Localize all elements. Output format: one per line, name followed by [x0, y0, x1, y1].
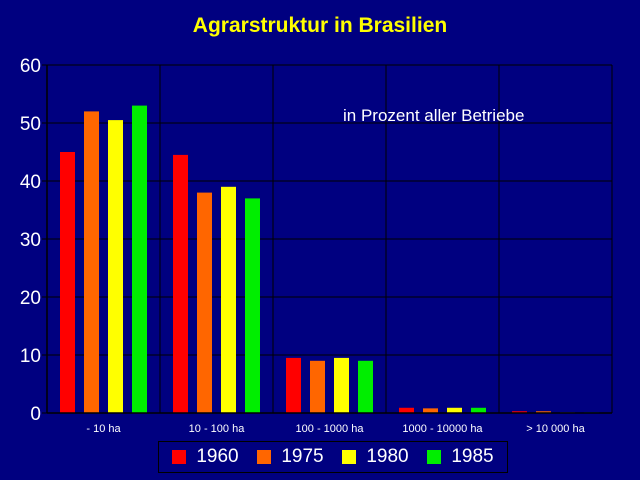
bars: [60, 105, 599, 414]
y-tick-label: 20: [20, 288, 41, 309]
x-tick-label: > 10 000 ha: [526, 423, 585, 435]
chart-title: Agrarstruktur in Brasilien: [192, 14, 448, 37]
legend-swatch-1960: [172, 450, 187, 464]
bar-1975-0: [84, 111, 99, 414]
legend-label-1975: 1975: [281, 446, 324, 467]
bar-1975-2: [310, 360, 325, 413]
chart-annotation: in Prozent aller Betriebe: [343, 106, 525, 125]
y-tick-label: 60: [20, 56, 41, 77]
y-tick-label: 50: [20, 114, 41, 135]
legend-label-1960: 1960: [196, 446, 239, 467]
bar-chart: 0 10 20 30 40 50 60 - 10 ha 10 - 100 ha 100 - 10…: [20, 56, 613, 435]
bar-1960-3: [399, 407, 414, 413]
legend-swatch-1985: [427, 450, 442, 464]
y-tick-label: 10: [20, 346, 41, 367]
bar-1975-1: [197, 192, 212, 413]
y-tick-label: 40: [20, 172, 41, 193]
legend-item-1985: 1985: [427, 446, 494, 468]
axes: [42, 64, 612, 414]
y-tick-label: 30: [20, 230, 41, 251]
legend: 1960 1975 1980 1985: [158, 441, 508, 473]
x-tick-label: 1000 - 10000 ha: [402, 423, 483, 435]
bar-1980-0: [108, 120, 123, 413]
legend-swatch-1980: [342, 450, 357, 464]
legend-item-1980: 1980: [342, 446, 409, 468]
legend-item-1975: 1975: [257, 446, 324, 468]
bar-1985-1: [245, 198, 260, 413]
bar-1980-2: [334, 357, 349, 413]
bar-1975-4: [536, 411, 551, 413]
bar-1985-0: [132, 105, 147, 413]
grid-lines: [46, 64, 613, 414]
bar-1960-2: [286, 357, 301, 413]
bar-1975-3: [423, 408, 438, 413]
bar-1980-3: [447, 407, 462, 413]
bar-1985-3: [471, 407, 486, 413]
bar-1985-2: [358, 360, 373, 413]
y-tick-label: 0: [30, 404, 41, 425]
x-tick-labels: - 10 ha 10 - 100 ha 100 - 1000 ha 1000 - 10…: [86, 423, 585, 435]
legend-label-1980: 1980: [366, 446, 409, 467]
legend-label-1985: 1985: [451, 446, 494, 467]
x-tick-label: 100 - 1000 ha: [296, 423, 365, 435]
x-tick-label: - 10 ha: [86, 423, 121, 435]
bar-1960-0: [60, 152, 75, 413]
bar-1960-4: [512, 411, 527, 413]
y-tick-labels: 0 10 20 30 40 50 60: [20, 56, 41, 425]
bar-1980-1: [221, 186, 236, 413]
x-tick-label: 10 - 100 ha: [189, 423, 246, 435]
legend-item-1960: 1960: [172, 446, 239, 468]
bar-1960-1: [173, 154, 188, 413]
legend-swatch-1975: [257, 450, 272, 464]
